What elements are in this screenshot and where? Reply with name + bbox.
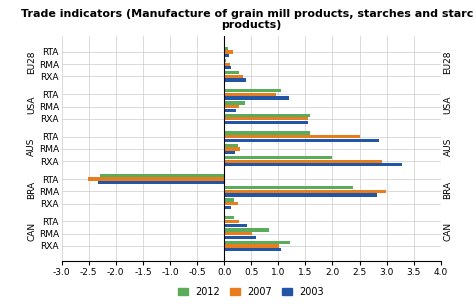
Bar <box>224 54 229 57</box>
Bar <box>224 186 353 189</box>
Text: BRA: BRA <box>27 181 36 199</box>
Bar <box>224 59 226 62</box>
Bar <box>224 198 234 202</box>
Bar <box>224 93 275 96</box>
Bar <box>224 105 239 108</box>
Text: AUS: AUS <box>27 138 36 156</box>
Bar <box>224 47 228 50</box>
Bar <box>224 223 247 227</box>
Bar <box>224 131 310 135</box>
Bar <box>224 216 234 219</box>
Text: USA: USA <box>27 95 36 114</box>
Bar <box>224 236 255 239</box>
Bar <box>100 174 224 177</box>
Bar <box>224 113 310 117</box>
Bar <box>224 89 281 92</box>
Bar <box>224 202 237 205</box>
Bar <box>224 241 290 244</box>
Bar <box>224 163 402 167</box>
Bar <box>224 135 360 138</box>
Bar <box>224 190 385 193</box>
Bar <box>224 96 289 100</box>
Bar <box>224 244 279 247</box>
Bar <box>224 147 240 150</box>
Bar <box>224 232 252 235</box>
Bar <box>224 228 269 232</box>
Text: EU28: EU28 <box>27 51 36 74</box>
Bar <box>224 139 379 142</box>
Bar <box>224 160 383 163</box>
Bar <box>224 156 332 159</box>
Bar <box>224 109 236 112</box>
Bar <box>224 63 229 66</box>
Bar <box>88 178 224 181</box>
Bar <box>224 75 243 78</box>
Bar <box>224 121 308 124</box>
Bar <box>99 181 224 185</box>
Bar <box>224 50 233 54</box>
Bar <box>224 151 235 154</box>
Bar <box>224 220 239 223</box>
Bar <box>224 101 245 105</box>
Bar <box>224 117 308 120</box>
Bar <box>224 78 246 82</box>
Bar <box>224 248 281 251</box>
Title: Trade indicators (Manufacture of grain mill products, starches and starch
produc: Trade indicators (Manufacture of grain m… <box>21 9 474 30</box>
Bar <box>224 193 377 197</box>
Text: CAN: CAN <box>27 222 36 241</box>
Bar <box>224 66 231 70</box>
Bar <box>224 71 239 74</box>
Legend: 2012, 2007, 2003: 2012, 2007, 2003 <box>178 287 324 297</box>
Bar <box>224 144 237 147</box>
Bar <box>224 206 231 209</box>
